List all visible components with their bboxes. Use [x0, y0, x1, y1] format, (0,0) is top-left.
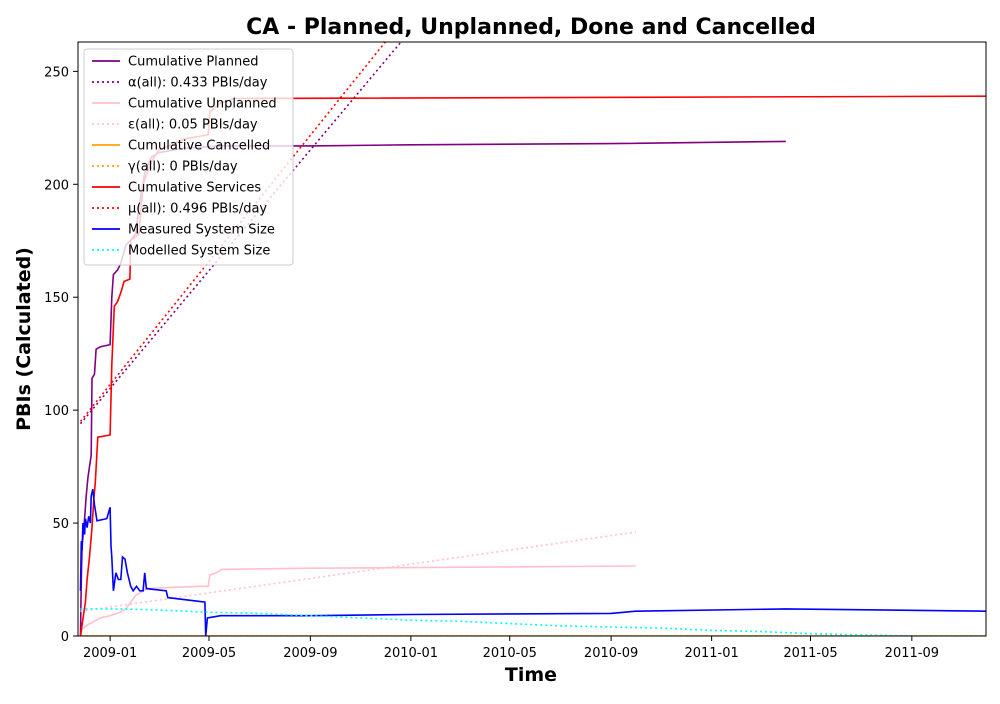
x-tick-label: 2011-05	[783, 646, 837, 661]
legend-box	[83, 48, 294, 266]
y-tick-label: 0	[61, 630, 69, 645]
y-axis-label: PBIs (Calculated)	[13, 247, 35, 431]
x-axis-ticks: 2009-01 2009-05 2009-09 2010-01 2010-05 2010-…	[83, 636, 939, 661]
y-tick-label: 100	[44, 404, 69, 419]
legend-label: Cumulative Unplanned	[128, 97, 277, 112]
y-tick-label: 150	[44, 291, 69, 306]
x-tick-label: 2010-09	[584, 646, 638, 661]
series-line-9	[80, 608, 986, 636]
legend-label: Cumulative Services	[128, 181, 261, 196]
x-tick-label: 2011-09	[885, 646, 939, 661]
legend-label: α(all): 0.433 PBIs/day	[128, 76, 268, 91]
legend-label: μ(all): 0.496 PBIs/day	[128, 202, 267, 217]
legend-label: Cumulative Cancelled	[128, 139, 270, 154]
legend-label: γ(all): 0 PBIs/day	[128, 160, 238, 175]
x-tick-label: 2010-05	[483, 646, 537, 661]
y-tick-label: 50	[52, 517, 69, 532]
legend-label: Cumulative Planned	[128, 55, 258, 70]
x-tick-label: 2011-01	[684, 646, 738, 661]
series-line-8	[79, 489, 986, 636]
series-line-3	[80, 531, 636, 612]
series-line-2	[79, 565, 636, 636]
y-tick-label: 250	[44, 65, 69, 80]
legend-label: Measured System Size	[128, 223, 275, 238]
plot-frame	[77, 41, 987, 637]
series-line-7	[79, 42, 386, 422]
x-tick-label: 2010-01	[384, 646, 438, 661]
x-tick-label: 2009-01	[83, 646, 137, 661]
x-tick-label: 2009-05	[182, 646, 236, 661]
legend: Cumulative Planned α(all): 0.433 PBIs/day…	[83, 48, 294, 266]
y-tick-label: 200	[44, 178, 69, 193]
x-axis-label: Time	[505, 664, 557, 686]
chart-title: CA - Planned, Unplanned, Done and Cancel…	[246, 15, 816, 40]
x-tick-label: 2009-09	[283, 646, 337, 661]
legend-label: Modelled System Size	[128, 244, 270, 259]
y-axis-ticks: 0 50 100 150 200 250	[44, 65, 78, 645]
legend-label: ε(all): 0.05 PBIs/day	[128, 118, 258, 133]
series-line-1	[79, 42, 402, 425]
